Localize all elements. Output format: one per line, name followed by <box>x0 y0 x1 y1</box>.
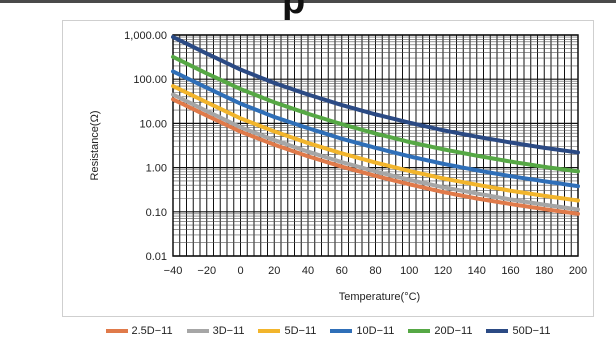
x-tick-label: 180 <box>535 265 553 277</box>
chart: −40 −20 0 20 40 60 80 100 120 140 160 180 200 0.01 0.1… <box>89 30 587 303</box>
x-tick-label: 120 <box>434 265 452 277</box>
legend-label: 50D−11 <box>512 325 551 337</box>
series-line-2 <box>171 92 580 212</box>
x-tick-label: 160 <box>501 265 519 277</box>
legend-swatch <box>105 329 128 333</box>
legend-item: 5D−11 <box>258 325 316 337</box>
header-title-fragment: p <box>282 0 306 22</box>
y-tick-label: 100.00 <box>133 74 167 86</box>
x-tick-label: 60 <box>336 265 348 277</box>
series-line-3 <box>171 84 580 203</box>
y-tick-label: 1,000.00 <box>124 30 167 42</box>
legend-label: 3D−11 <box>212 325 245 337</box>
header-fragment: p <box>0 0 616 22</box>
series-line-4 <box>171 69 580 189</box>
series-line-5 <box>171 54 580 174</box>
x-tick-label: 80 <box>369 265 381 277</box>
series-line-6 <box>171 35 580 155</box>
legend-item: 50D−11 <box>486 325 550 337</box>
chart-frame <box>62 20 594 317</box>
plot-border <box>172 34 579 257</box>
legend-swatch <box>408 329 431 333</box>
x-tick-label: 20 <box>268 265 280 277</box>
y-axis-label: Resistance(Ω) <box>89 111 101 181</box>
y-tick-label: 0.10 <box>146 207 167 219</box>
legend-item: 3D−11 <box>186 325 245 337</box>
header-band <box>0 0 616 3</box>
x-tick-label: −20 <box>197 265 216 277</box>
x-axis-label: Temperature(°C) <box>339 291 420 303</box>
x-tick-label: 0 <box>237 265 243 277</box>
legend-label: 10D−11 <box>356 325 395 337</box>
series-line-1 <box>171 97 580 216</box>
legend-swatch <box>258 329 281 333</box>
x-tick-label: 100 <box>400 265 418 277</box>
legend-item: 10D−11 <box>330 325 394 337</box>
y-tick-label: 1.00 <box>146 163 167 175</box>
legend-separator <box>62 316 594 317</box>
legend-swatch <box>330 329 353 333</box>
legend-label: 20D−11 <box>434 325 473 337</box>
legend-label: 2.5D−11 <box>131 325 173 337</box>
x-tick-label: −40 <box>164 265 183 277</box>
legend-item: 2.5D−11 <box>105 325 173 337</box>
legend-swatch <box>486 329 509 333</box>
x-tick-label: 140 <box>468 265 486 277</box>
x-tick-label: 40 <box>302 265 314 277</box>
legend-item: 20D−11 <box>408 325 472 337</box>
y-tick-label: 10.00 <box>139 118 167 130</box>
legend-label: 5D−11 <box>284 325 317 337</box>
x-tick-label: 200 <box>569 265 587 277</box>
chart-legend: 2.5D−11 3D−11 5D−11 10D−11 20D−11 50D−11 <box>62 322 594 340</box>
y-tick-label: 0.01 <box>146 251 167 263</box>
legend-swatch <box>186 329 209 333</box>
